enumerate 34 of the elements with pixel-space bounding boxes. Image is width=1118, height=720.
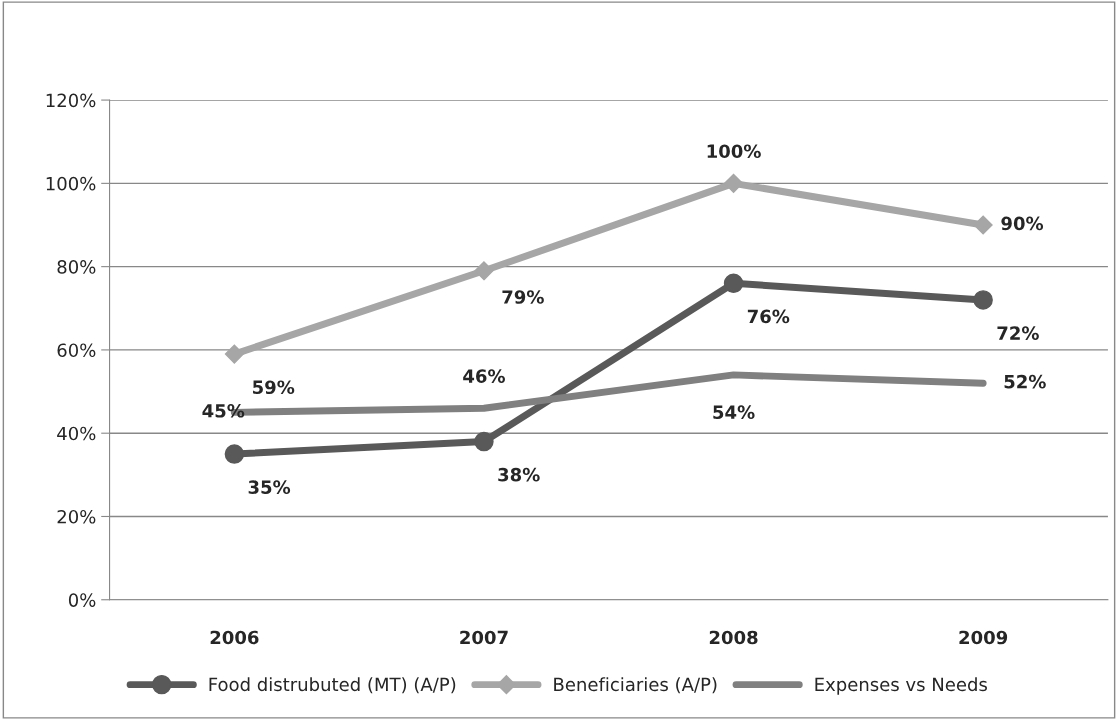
x-tick-label: 2009 <box>959 630 1008 645</box>
data-label: 76% <box>747 309 790 324</box>
legend-label: Beneficiaries (A/P) <box>554 677 717 694</box>
point <box>723 273 744 294</box>
point <box>474 261 494 281</box>
data-label: 100% <box>707 144 761 159</box>
data-label: 38% <box>498 467 540 482</box>
data-label: 45% <box>202 403 245 418</box>
point <box>973 215 993 235</box>
y-tick-label: 40% <box>57 426 96 441</box>
point <box>973 290 993 310</box>
x-tick-label: 2007 <box>460 630 508 645</box>
x-tick-label: 2006 <box>210 630 259 645</box>
point <box>724 173 744 193</box>
x-tick-label: 2008 <box>709 630 758 645</box>
data-label: 79% <box>502 290 544 304</box>
y-tick-label: 80% <box>57 260 96 274</box>
data-label: 46% <box>463 369 505 383</box>
y-tick-label: 120% <box>46 93 96 108</box>
point <box>474 431 494 452</box>
data-label: 90% <box>1001 216 1044 231</box>
data-label: 72% <box>997 326 1039 340</box>
data-label: 52% <box>1004 374 1046 389</box>
data-label: 54% <box>713 405 755 420</box>
legend-label: Expenses vs Needs <box>815 677 987 695</box>
data-label: 35% <box>248 480 291 494</box>
data-label: 59% <box>253 380 295 395</box>
legend-label: Food distrubuted (MT) (A/P) <box>209 677 456 694</box>
y-tick-label: 20% <box>57 509 96 524</box>
y-tick-label: 60% <box>57 343 96 358</box>
point <box>224 344 244 364</box>
y-tick-label: 0% <box>68 593 96 607</box>
point <box>224 444 245 464</box>
y-tick-label: 100% <box>46 176 96 191</box>
